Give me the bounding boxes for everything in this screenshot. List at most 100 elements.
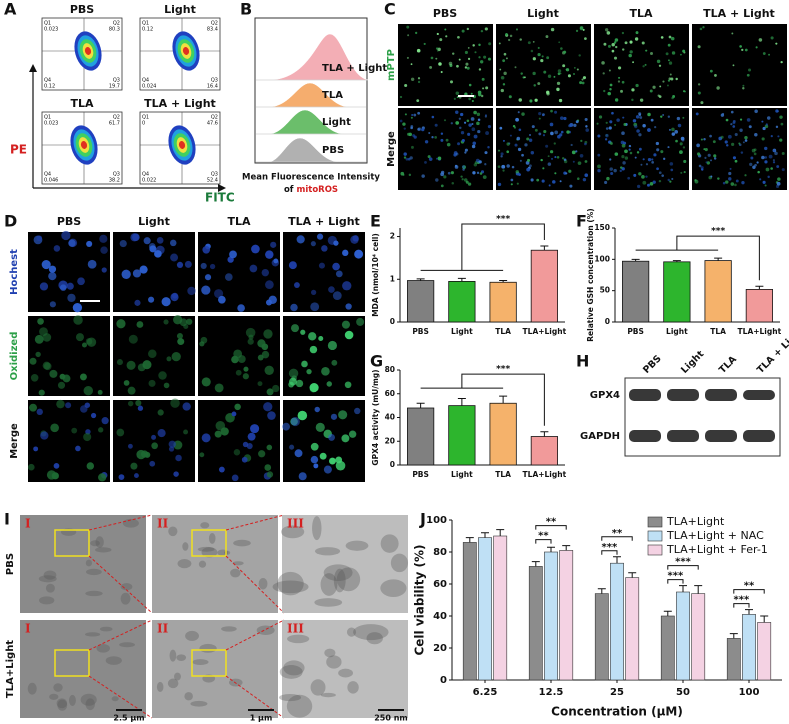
cell: [61, 230, 71, 241]
cell: [534, 128, 538, 132]
cell: [429, 65, 433, 69]
cell: [471, 122, 474, 126]
cell: [647, 128, 651, 132]
cell: [83, 432, 92, 442]
organelle: [279, 693, 302, 702]
cell: [549, 122, 554, 127]
organelle: [99, 626, 113, 632]
cell: [43, 362, 52, 371]
cell: [448, 61, 453, 66]
cell: [171, 292, 178, 299]
cell: [584, 118, 588, 122]
error-bar: [499, 395, 508, 404]
organelle: [53, 683, 63, 692]
y-tick-label: 50: [600, 286, 610, 295]
cell: [177, 338, 185, 346]
error-bar: [416, 402, 425, 408]
cell: [202, 245, 211, 254]
cell: [649, 182, 654, 186]
cell: [515, 28, 519, 31]
cell: [527, 158, 531, 162]
cell: [488, 42, 492, 46]
roman-numeral: II: [157, 517, 169, 531]
cell: [627, 176, 631, 180]
cell: [298, 472, 307, 481]
cell: [482, 175, 487, 179]
cell: [456, 64, 459, 68]
cell: [671, 127, 675, 132]
organelle: [347, 681, 359, 694]
cell: [472, 44, 475, 47]
organelle: [173, 672, 181, 681]
cell: [528, 164, 532, 168]
cell: [547, 74, 552, 78]
cell: [310, 442, 319, 451]
cell: [201, 433, 211, 443]
cell: [477, 118, 481, 122]
organelle: [27, 682, 37, 695]
quadrant-name: Q2: [211, 21, 218, 27]
cell: [621, 143, 626, 148]
organelle: [85, 698, 95, 711]
cell: [705, 161, 708, 164]
cell: [136, 449, 146, 460]
organelle: [190, 700, 208, 707]
bracket: [461, 223, 545, 271]
column-header: PBS: [433, 7, 457, 20]
cell: [121, 269, 131, 279]
cell: [505, 57, 508, 60]
cell: [473, 134, 478, 139]
cell: [781, 168, 785, 172]
organelle: [310, 679, 326, 696]
cell: [754, 163, 757, 167]
bracket: [601, 536, 633, 541]
cell: [620, 166, 623, 169]
cell: [30, 374, 39, 382]
cell: [75, 333, 84, 342]
cell: [81, 342, 87, 348]
cell: [266, 471, 274, 478]
cell: [611, 49, 615, 53]
cell: [653, 153, 657, 157]
legend-label: TLA+Light + NAC: [666, 529, 764, 542]
cell: [534, 98, 538, 102]
cell: [775, 125, 779, 129]
cell: [200, 336, 208, 344]
cell: [428, 132, 431, 135]
cell: [148, 379, 156, 387]
cell: [573, 123, 577, 128]
quadrant-value: 0.023: [44, 121, 58, 127]
cell: [520, 72, 523, 75]
histogram-label: TLA: [322, 90, 343, 101]
cell: [523, 76, 526, 79]
arrow-head: [29, 64, 37, 72]
cell: [266, 444, 273, 451]
cell: [464, 151, 467, 154]
cell: [727, 134, 732, 139]
cell: [621, 131, 625, 136]
organelle: [39, 596, 55, 605]
organelle: [85, 559, 92, 567]
cell: [123, 380, 130, 386]
quadrant-value: 83.4: [207, 27, 218, 33]
cell: [136, 321, 144, 328]
cell: [101, 417, 109, 425]
organelle: [111, 696, 119, 702]
cell: [38, 389, 45, 396]
quadrant-value: 0.022: [142, 178, 156, 184]
cell: [410, 63, 413, 66]
cell: [435, 47, 439, 50]
organelle: [182, 542, 189, 551]
cell: [480, 94, 484, 98]
significance: ***: [496, 365, 510, 375]
cell: [671, 51, 676, 55]
axis-title: mitoROS: [296, 185, 338, 195]
cell: [265, 299, 272, 306]
zoom-box: [54, 529, 90, 557]
cell: [443, 175, 447, 179]
x-tick-label: TLA: [495, 327, 511, 336]
cell: [173, 471, 179, 477]
cell: [50, 423, 59, 433]
cell: [455, 91, 460, 96]
micrograph: [692, 24, 787, 106]
